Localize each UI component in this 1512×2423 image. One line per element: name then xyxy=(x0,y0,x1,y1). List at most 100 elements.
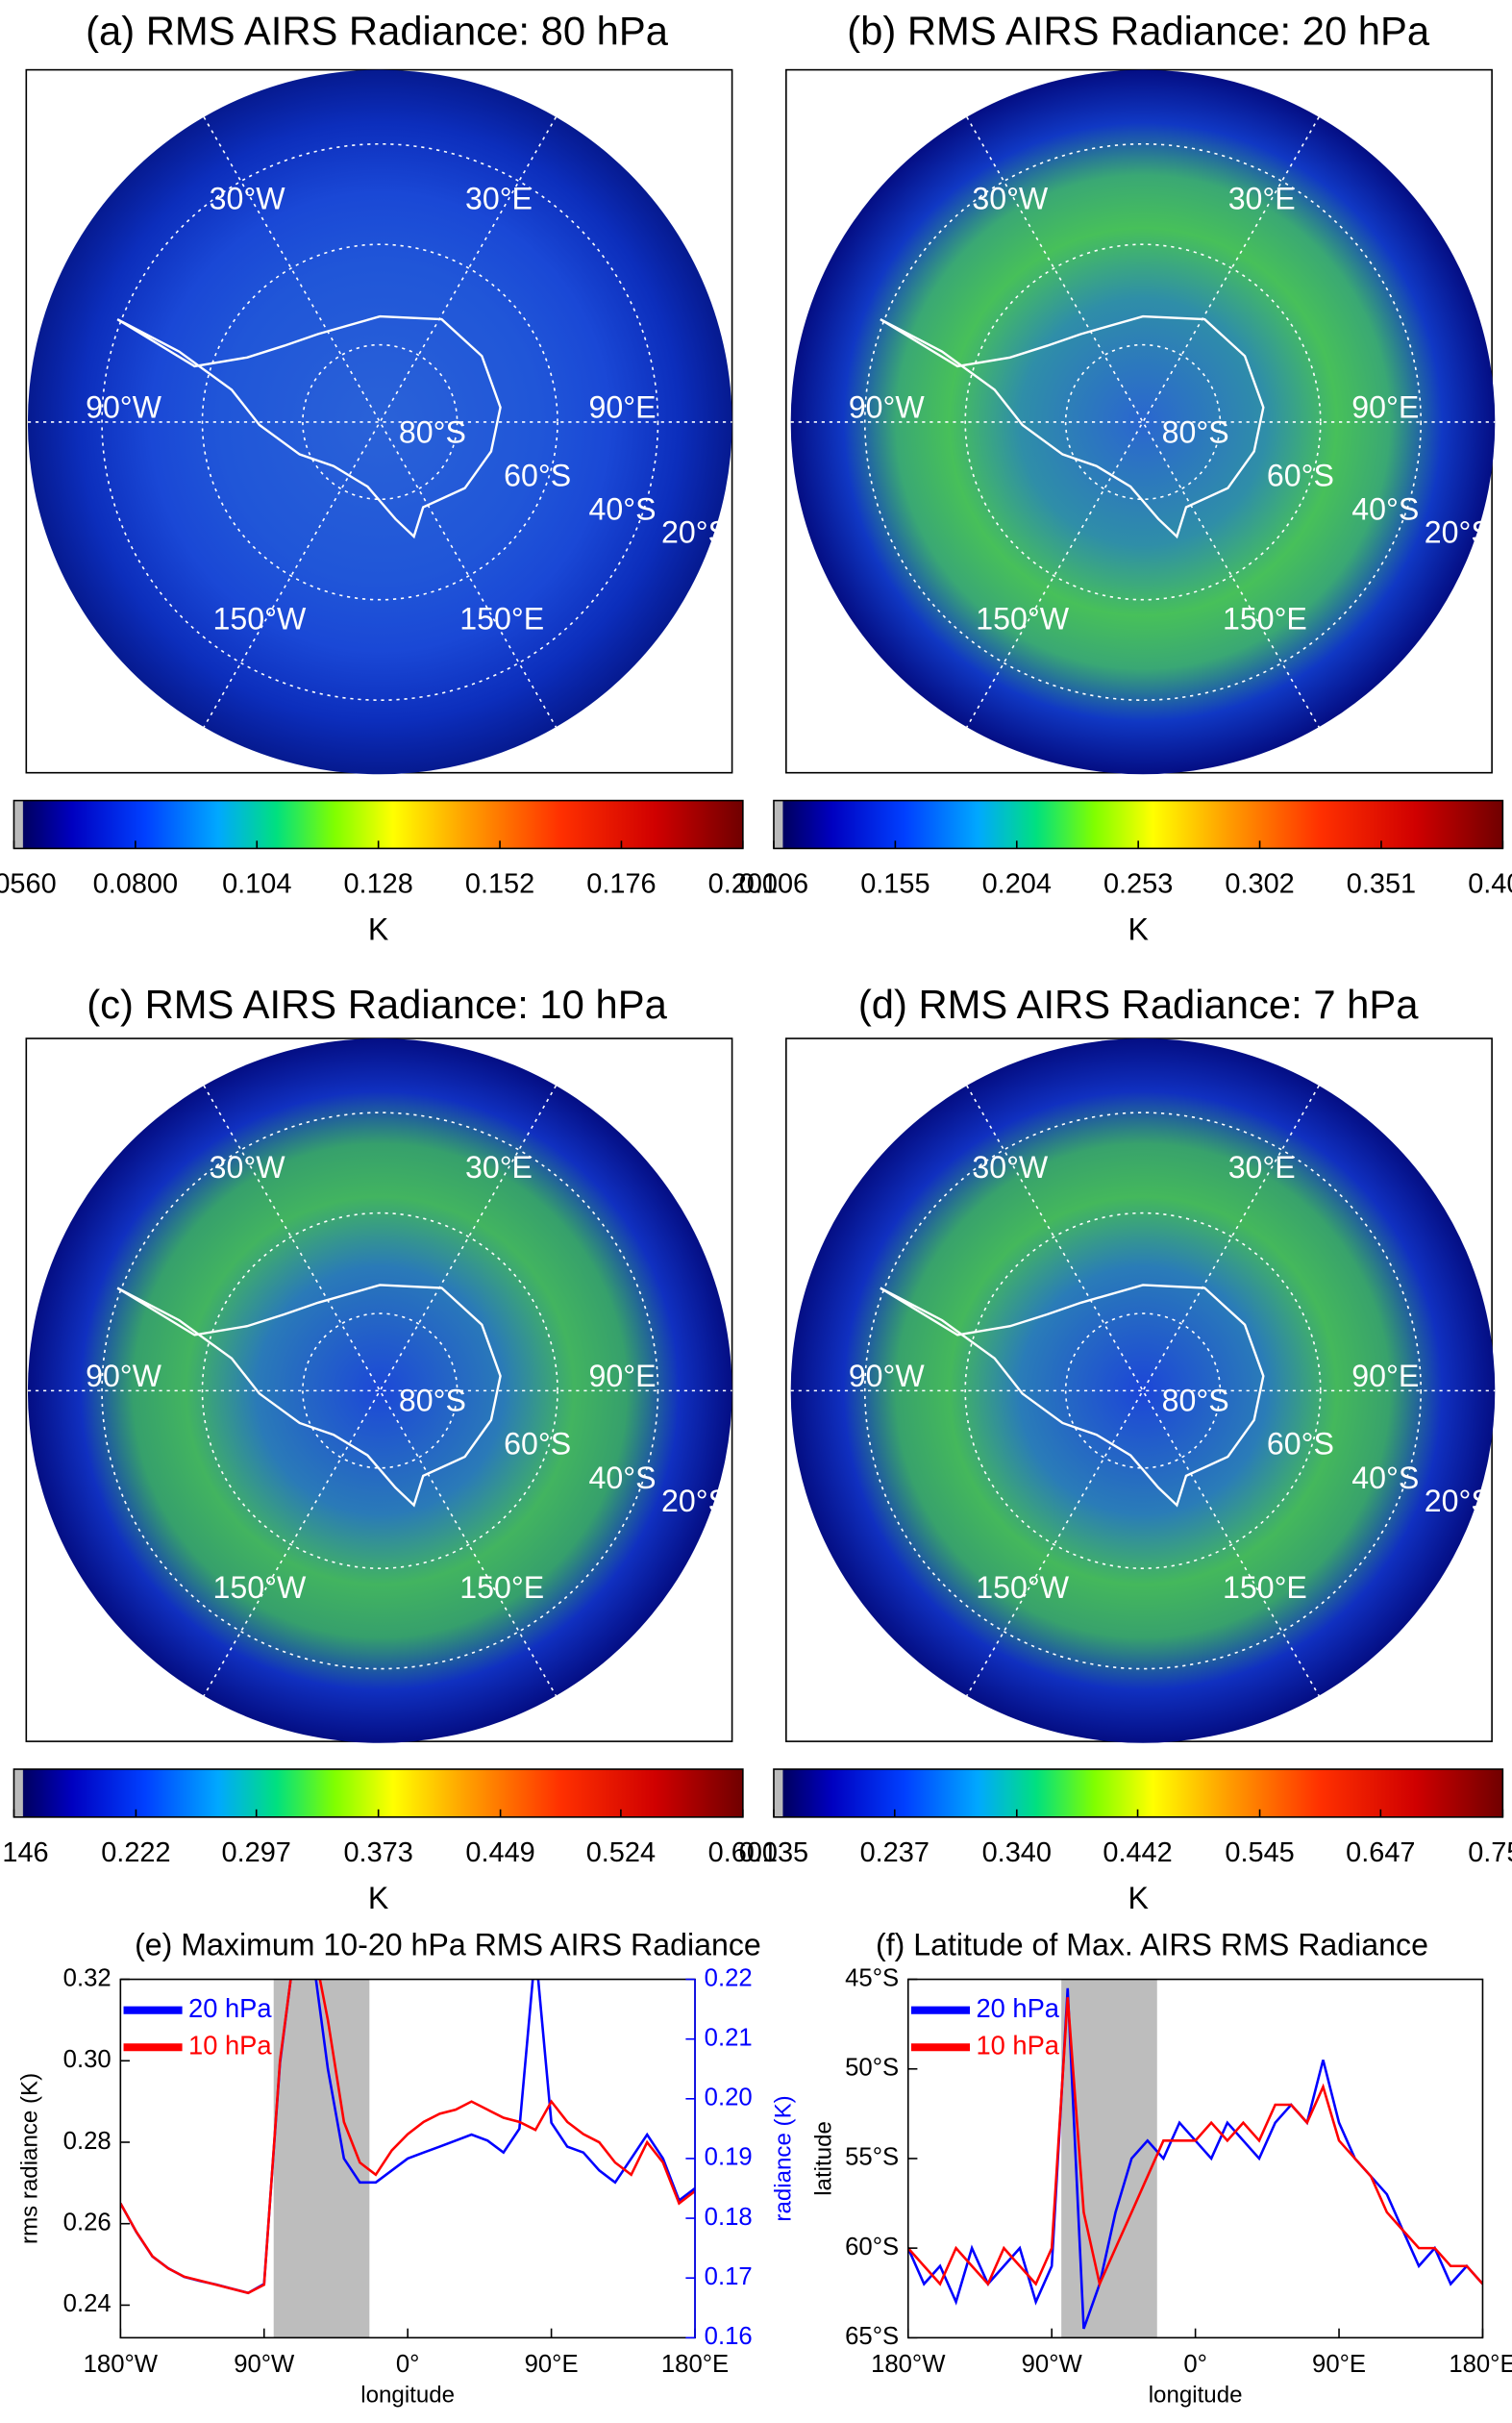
latitude-circle xyxy=(302,343,459,501)
colorbar-tick-label: 0.373 xyxy=(343,1837,412,1868)
colorbar-tick-label: 0.0560 xyxy=(0,869,57,900)
y-tick-label: 60°S xyxy=(845,2234,899,2261)
y-tick-label: 0.28 xyxy=(63,2128,112,2155)
map-label: 90°W xyxy=(86,390,162,425)
colorbar-tick-label: 0.200 xyxy=(708,869,778,900)
colorbar-tick-label: 0.600 xyxy=(708,1837,778,1868)
y2-tick-label: 0.22 xyxy=(705,1964,753,1991)
y-tick-label: 0.32 xyxy=(63,1964,112,1991)
y-tick-label: 50°S xyxy=(845,2055,899,2082)
data-line xyxy=(120,1979,696,2295)
map-label: 80°S xyxy=(1162,1384,1229,1418)
map-label: 150°E xyxy=(459,1570,544,1605)
meridian xyxy=(203,1085,558,1697)
map: 30°W 30°E 90°W 90°E 80°S 60°S 40°S20°S 150°W 150… xyxy=(27,69,732,775)
y2-tick-label: 0.21 xyxy=(705,2024,753,2051)
map-label: 20°S xyxy=(1425,515,1492,550)
colorbar xyxy=(12,799,744,850)
x-tick-label: 90°W xyxy=(234,2351,295,2378)
colorbar xyxy=(12,1768,744,1818)
map-title: (c) RMS AIRS Radiance: 10 hPa xyxy=(87,982,667,1027)
colorbar-tick-label: 0.237 xyxy=(860,1837,930,1868)
x-tick-label: 0° xyxy=(1183,2351,1207,2378)
map: 30°W 30°E 90°W 90°E 80°S 60°S 40°S20°S 150°W 150… xyxy=(790,1038,1496,1743)
map-disk xyxy=(27,69,732,775)
map-disk xyxy=(790,1038,1496,1743)
map-label: 90°E xyxy=(589,1359,657,1393)
map-label: 80°S xyxy=(1162,414,1229,449)
map-label: 60°S xyxy=(1267,458,1334,492)
y2-tick-label: 0.17 xyxy=(705,2263,753,2290)
map-label: 80°S xyxy=(399,1384,466,1418)
y-axis-label: rms radiance (K) xyxy=(16,2073,42,2244)
map-disk xyxy=(790,69,1496,775)
map-label: 40°S xyxy=(1351,492,1419,527)
map-label: 30°E xyxy=(465,182,533,216)
latitude-circle xyxy=(1064,1312,1222,1469)
map-label: 90°W xyxy=(86,1359,162,1393)
chart-title: (f) Latitude of Max. AIRS RMS Radiance xyxy=(876,1927,1428,1961)
data-line xyxy=(120,1979,696,2295)
map-label: 40°S xyxy=(589,492,657,527)
map-label: 40°S xyxy=(589,1461,657,1495)
meridian xyxy=(203,116,558,728)
colorbar-tick-label: 0.106 xyxy=(739,869,808,900)
y2-axis-label: radiance (K) xyxy=(771,2095,797,2221)
latitude-circle xyxy=(863,1112,1423,1670)
latitude-circle xyxy=(863,142,1423,701)
shaded-region xyxy=(273,1979,370,2338)
colorbar-tick-label: 0.340 xyxy=(982,1837,1052,1868)
colorbar-label: K xyxy=(1128,1881,1149,1915)
map-label: 150°W xyxy=(976,602,1069,637)
map-disk xyxy=(27,1038,732,1743)
map-title: (b) RMS AIRS Radiance: 20 hPa xyxy=(847,9,1430,54)
x-tick-label: 0° xyxy=(396,2351,420,2378)
x-tick-label: 180°E xyxy=(1449,2351,1512,2378)
colorbar-tick-label: 0.146 xyxy=(0,1837,49,1868)
map-title: (a) RMS AIRS Radiance: 80 hPa xyxy=(86,9,669,54)
map-label: 60°S xyxy=(504,458,571,492)
colorbar-tick-label: 0.104 xyxy=(222,869,291,900)
colorbar-label: K xyxy=(1128,912,1149,947)
colorbar-tick-label: 0.135 xyxy=(739,1837,808,1868)
map-label: 30°E xyxy=(1228,1150,1296,1185)
colorbar-tick-label: 0.128 xyxy=(343,869,412,900)
map-label: 90°E xyxy=(1351,1359,1419,1393)
latitude-circle xyxy=(201,1212,558,1569)
colorbar-tick-label: 0.152 xyxy=(465,869,534,900)
x-tick-label: 90°E xyxy=(1312,2351,1366,2378)
y-tick-label: 55°S xyxy=(845,2144,899,2171)
map: 30°W 30°E 90°W 90°E 80°S 60°S 40°S20°S 150°W 150… xyxy=(790,69,1496,775)
chart-title: (e) Maximum 10-20 hPa RMS AIRS Radiance xyxy=(135,1927,761,1961)
map-label: 30°W xyxy=(972,1150,1049,1185)
map-label: 150°W xyxy=(213,1570,307,1605)
map-label: 80°S xyxy=(399,414,466,449)
latitude-circle xyxy=(101,142,659,701)
latitude-circle xyxy=(1064,343,1222,501)
colorbar-tick-label: 0.204 xyxy=(982,869,1052,900)
legend-label: 20 hPa xyxy=(976,1993,1059,2023)
x-axis-label: longitude xyxy=(360,2383,455,2409)
colorbar-tick-label: 0.647 xyxy=(1346,1837,1415,1868)
colorbar-tick-label: 0.351 xyxy=(1347,869,1416,900)
y2-tick-label: 0.20 xyxy=(705,2085,753,2111)
colorbar-tick-label: 0.176 xyxy=(586,869,656,900)
map-label: 60°S xyxy=(504,1427,571,1461)
legend-label: 10 hPa xyxy=(188,2030,272,2060)
map-label: 20°S xyxy=(661,515,729,550)
colorbar-tick-label: 0.442 xyxy=(1103,1837,1172,1868)
map-label: 90°W xyxy=(849,1359,926,1393)
y-tick-label: 45°S xyxy=(845,1964,899,1991)
data-line xyxy=(907,1997,1483,2288)
plot-lines xyxy=(907,1987,1483,2330)
colorbar-tick-label: 0.524 xyxy=(586,1837,656,1868)
shaded-region xyxy=(1061,1979,1157,2338)
meridian xyxy=(203,116,558,728)
map-label: 90°E xyxy=(1351,390,1419,425)
colorbar-tick-label: 0.302 xyxy=(1225,869,1294,900)
y2-tick-label: 0.16 xyxy=(705,2323,753,2350)
map-label: 40°S xyxy=(1351,1461,1419,1495)
y-tick-label: 0.30 xyxy=(63,2046,112,2073)
